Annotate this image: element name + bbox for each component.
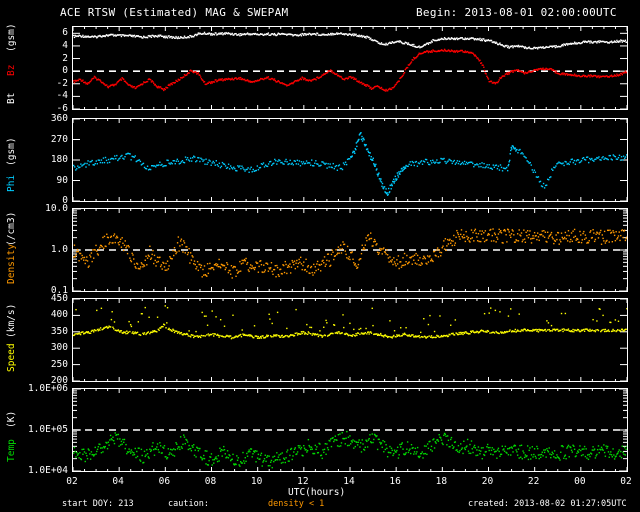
y-tick-label: -6	[56, 103, 68, 114]
x-tick-label: 18	[435, 476, 448, 487]
y-tick-label: -2	[56, 77, 68, 89]
plot-svg-speed	[73, 299, 627, 381]
y-tick-label: 1.0E+04	[27, 465, 68, 476]
created-timestamp: created: 2013-08-02 01:27:05UTC	[468, 499, 627, 509]
plot-svg-density	[73, 209, 627, 291]
plot-svg-phi	[73, 119, 627, 201]
x-tick-label: 22	[527, 476, 540, 487]
y-tick-label: 0.1	[50, 285, 68, 296]
y-tick-label: 1.0E+06	[27, 383, 68, 394]
y-tick-label: 360	[50, 113, 68, 124]
y-tick-label: 6	[62, 27, 68, 39]
x-tick-label: 20	[481, 476, 494, 487]
y-tick-label: 1.0	[50, 244, 68, 255]
y-tick-label: 1.0E+05	[27, 424, 68, 435]
y-tick-label: 180	[50, 154, 68, 165]
plot-area-speed	[72, 298, 628, 382]
x-tick-label: 04	[112, 476, 124, 487]
y-tick-label: 250	[50, 358, 68, 370]
y-tick-label: -4	[56, 90, 68, 102]
begin-timestamp: Begin: 2013-08-01 02:00:00UTC	[416, 6, 617, 19]
x-tick-label: 08	[204, 476, 217, 487]
x-tick-label: 16	[389, 476, 401, 487]
page-title: ACE RTSW (Estimated) MAG & SWEPAM	[60, 6, 289, 19]
plot-area-bt-bz	[72, 26, 628, 110]
x-tick-label: 06	[158, 476, 171, 487]
x-axis-title: UTC(hours)	[288, 487, 346, 498]
y-tick-label: 0	[62, 65, 68, 77]
x-tick-label: 14	[343, 476, 355, 487]
plot-area-density	[72, 208, 628, 292]
y-tick-label: 270	[50, 133, 68, 145]
x-tick-label: 10	[250, 476, 263, 487]
x-tick-label: 02	[66, 476, 78, 487]
y-tick-label: 4	[62, 39, 68, 51]
axis-label-density-units: (/cm3)	[6, 211, 17, 246]
plot-svg-bt-bz	[73, 27, 627, 109]
caution-value: density < 1	[268, 499, 325, 509]
x-tick-label: 12	[297, 476, 309, 487]
y-tick-label: 200	[50, 375, 68, 386]
y-tick-label: 0	[62, 195, 68, 206]
plot-area-temp	[72, 388, 628, 472]
plot-area-phi	[72, 118, 628, 202]
caution-label: caution:	[168, 499, 209, 509]
y-tick-label: 400	[50, 309, 68, 321]
y-tick-label: 450	[50, 293, 68, 304]
x-tick-label: 02	[620, 476, 632, 487]
y-tick-label: 300	[50, 342, 68, 354]
y-tick-label: 2	[62, 52, 68, 64]
axis-label-temp: Temp	[6, 439, 17, 462]
plot-svg-temp	[73, 389, 627, 471]
y-tick-label: 90	[56, 174, 68, 186]
y-tick-label: 10.0	[45, 203, 68, 214]
start-doy-label: start DOY: 213	[62, 499, 134, 509]
x-tick-label: 00	[574, 476, 586, 487]
y-tick-label: 350	[50, 325, 68, 337]
